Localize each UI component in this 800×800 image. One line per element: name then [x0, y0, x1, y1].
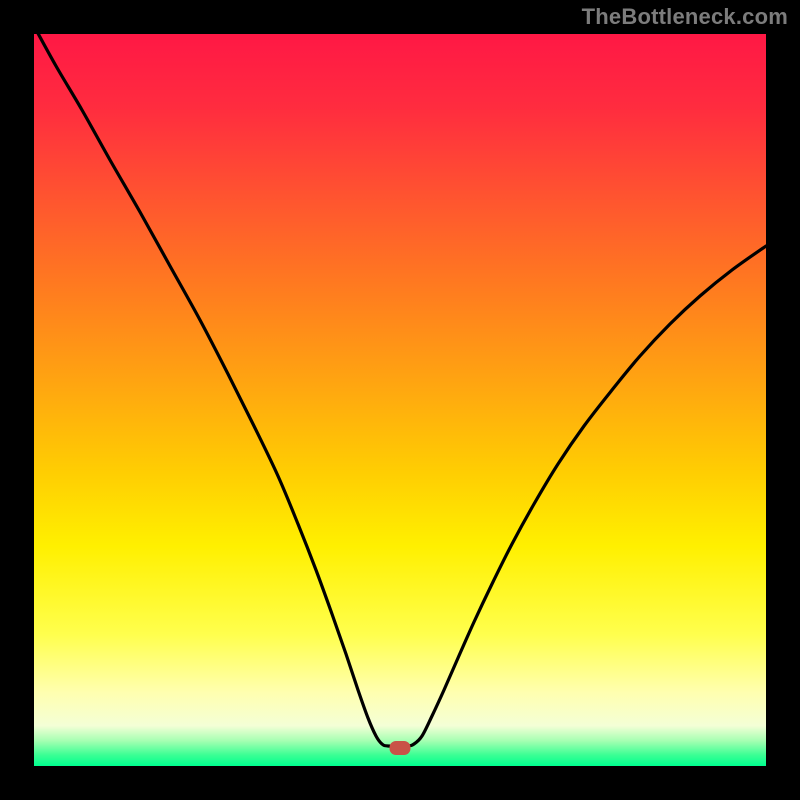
- watermark-text: TheBottleneck.com: [582, 4, 788, 30]
- plot-area: [34, 34, 766, 766]
- chart-container: TheBottleneck.com: [0, 0, 800, 800]
- optimal-point-marker: [390, 742, 410, 755]
- chart-svg: [0, 0, 800, 800]
